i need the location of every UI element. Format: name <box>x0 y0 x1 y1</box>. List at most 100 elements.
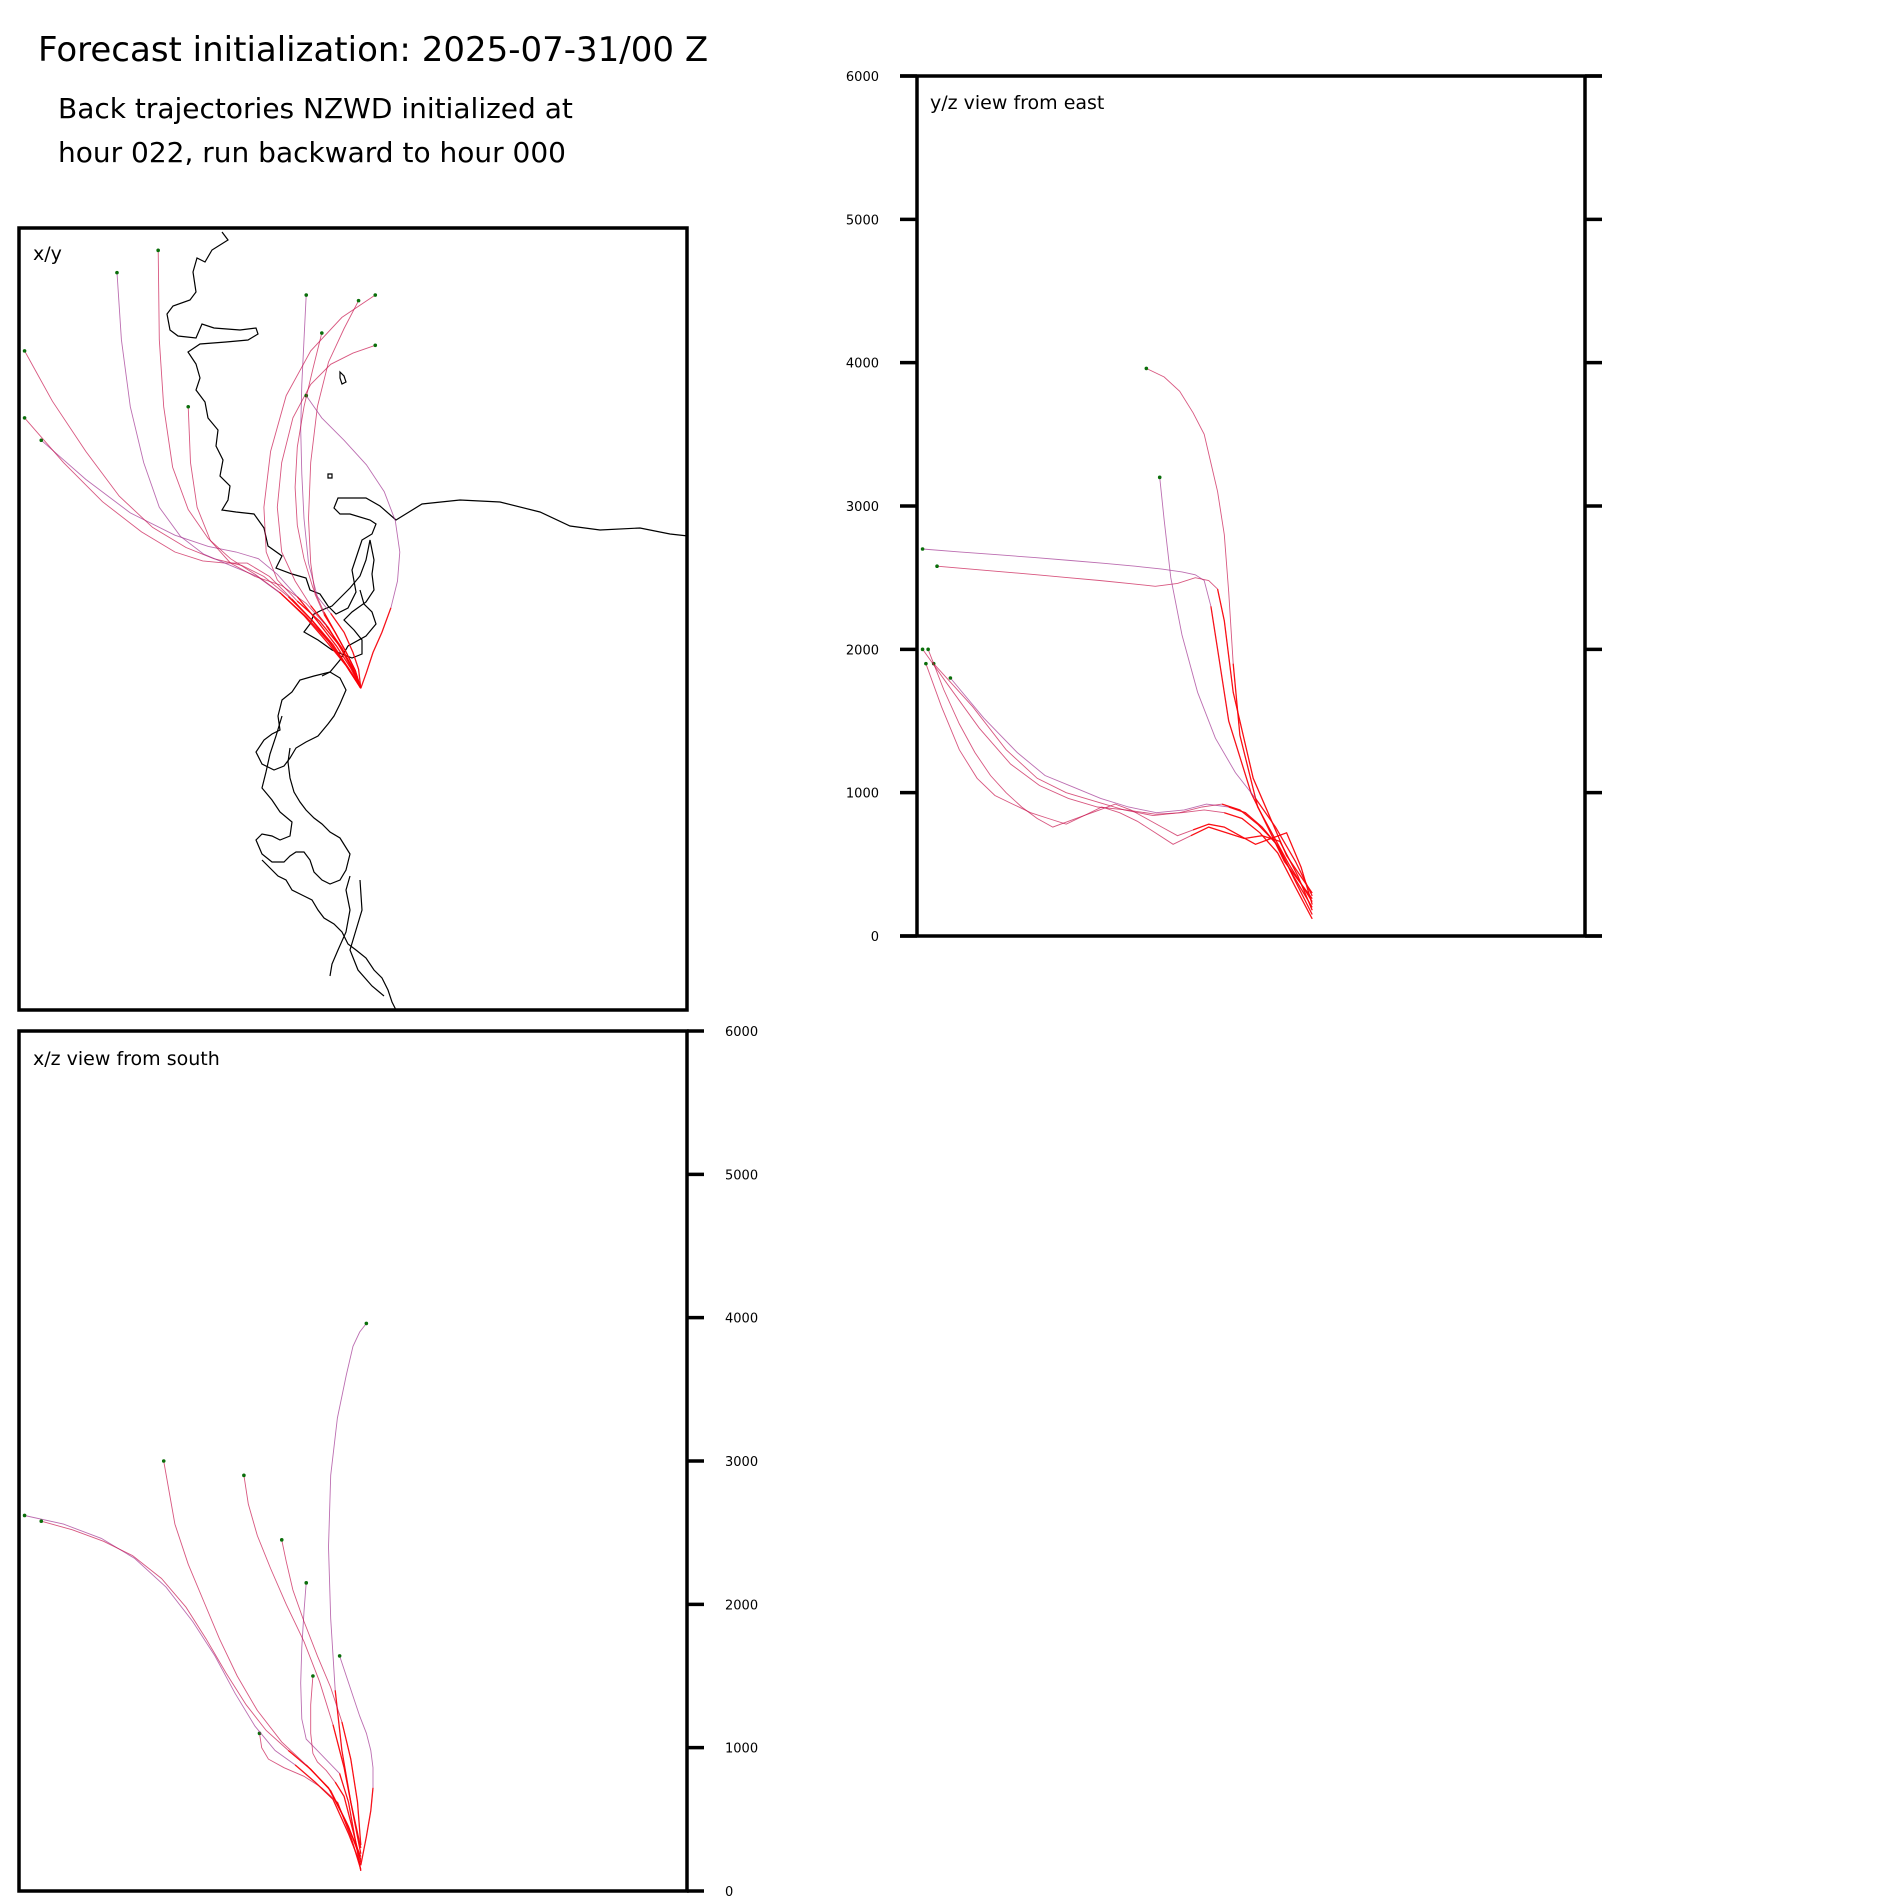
yz-trajectory-2 <box>922 649 1313 920</box>
xz-panel-frame <box>17 1029 689 1893</box>
xz-trajectory-4-endpoint-marker <box>39 1519 44 1523</box>
yz-trajectory-0 <box>950 677 1313 915</box>
chart-subtitle-line-1: Back trajectories NZWD initialized at <box>58 92 573 125</box>
xz-trajectory-4-recent-segment <box>287 1750 362 1860</box>
yz-panel: 0 1000 2000 3000 4000 5000 6000 y/z view from … <box>846 70 1602 945</box>
yz-y-axis-ticks: 0 1000 2000 3000 4000 5000 6000 <box>846 70 1602 945</box>
xy-panel-label: x/y <box>33 243 62 265</box>
yz-trajectory-0-endpoint-marker <box>948 676 953 680</box>
yz-trajectories <box>920 366 1313 920</box>
coastline-main <box>166 231 689 615</box>
coastline-islet-1 <box>339 370 347 385</box>
yz-trajectory-8-endpoint-marker <box>926 647 930 652</box>
xy-trajectory-5-endpoint-marker <box>22 349 27 353</box>
chart-subtitle-line-2: hour 022, run backward to hour 000 <box>58 136 566 169</box>
yz-trajectory-1-recent-segment <box>1221 803 1313 908</box>
coastline-south-tip <box>349 879 385 997</box>
xz-trajectory-7-recent-segment <box>332 1724 362 1854</box>
xy-trajectory-8-endpoint-marker <box>373 343 378 348</box>
xy-trajectory-3 <box>41 439 362 689</box>
xz-y-tick-label-3000: 3000 <box>725 1455 758 1470</box>
yz-trajectory-7-endpoint-marker <box>924 661 928 666</box>
yz-y-tick-label-4000: 4000 <box>846 357 879 372</box>
chart-title: Forecast initialization: 2025-07-31/00 Z <box>38 30 709 70</box>
xy-trajectory-1-endpoint-marker <box>356 298 361 303</box>
xz-trajectory-8-recent-segment <box>341 1721 362 1846</box>
xz-y-axis-ticks: 0 1000 2000 3000 4000 5000 6000 <box>687 1025 758 1900</box>
xy-trajectory-0-recent-segment <box>330 613 362 689</box>
xz-trajectory-5-endpoint-marker <box>161 1459 166 1463</box>
xz-y-tick-label-0: 0 <box>725 1885 733 1900</box>
xz-y-tick-label-2000: 2000 <box>725 1598 758 1613</box>
yz-trajectory-5 <box>1146 367 1313 902</box>
yz-trajectory-3-endpoint-marker <box>920 547 925 551</box>
xy-trajectory-11-endpoint-marker <box>320 331 324 335</box>
yz-y-tick-label-1000: 1000 <box>846 787 879 802</box>
xz-trajectory-3-recent-segment <box>294 1764 362 1866</box>
xy-trajectory-7-endpoint-marker <box>156 248 160 253</box>
xy-trajectory-9-recent-segment <box>360 607 392 689</box>
xy-trajectory-4-endpoint-marker <box>22 416 27 420</box>
xy-trajectory-3-recent-segment <box>296 596 362 689</box>
coastline-islet-2 <box>327 473 333 479</box>
yz-y-tick-label-3000: 3000 <box>846 500 879 515</box>
yz-trajectory-8 <box>927 649 1313 905</box>
yz-y-tick-label-6000: 6000 <box>846 70 879 85</box>
yz-trajectory-7 <box>925 663 1313 911</box>
xz-trajectory-7 <box>243 1475 362 1854</box>
yz-panel-label: y/z view from east <box>930 92 1104 114</box>
xy-trajectory-11-recent-segment <box>323 611 362 689</box>
xy-trajectory-10-endpoint-marker <box>186 404 191 409</box>
yz-trajectory-7-recent-segment <box>1190 826 1313 911</box>
xy-panel: x/y <box>17 226 689 1012</box>
yz-trajectory-8-recent-segment <box>1192 823 1313 905</box>
xz-y-tick-label-1000: 1000 <box>725 1742 758 1757</box>
xz-trajectory-0-recent-segment <box>338 1773 362 1872</box>
xz-trajectory-8-endpoint-marker <box>279 1538 284 1542</box>
xz-trajectory-6-endpoint-marker <box>364 1321 369 1326</box>
xz-panel-label: x/z view from south <box>33 1048 220 1070</box>
yz-y-tick-label-0: 0 <box>871 930 879 945</box>
xz-y-tick-label-5000: 5000 <box>725 1168 758 1183</box>
yz-trajectory-3 <box>922 548 1313 899</box>
yz-trajectory-2-recent-segment <box>1224 812 1313 920</box>
coastline-lagoon <box>261 859 397 1011</box>
yz-y-tick-label-5000: 5000 <box>846 213 879 228</box>
xz-y-tick-label-6000: 6000 <box>725 1025 758 1040</box>
yz-trajectory-1 <box>933 663 1313 908</box>
xy-trajectory-0-endpoint-marker <box>304 293 309 297</box>
xz-trajectory-3-endpoint-marker <box>22 1513 27 1518</box>
xz-trajectory-9-recent-segment <box>360 1787 374 1866</box>
xz-trajectory-5-recent-segment <box>305 1764 362 1857</box>
xz-trajectory-6 <box>328 1323 367 1849</box>
yz-trajectory-2-endpoint-marker <box>920 647 925 652</box>
xy-coastline <box>166 231 689 1011</box>
xy-trajectories <box>22 248 401 689</box>
xz-trajectory-4 <box>41 1520 362 1860</box>
xz-panel: 0 1000 2000 3000 4000 5000 6000 x/z view from … <box>17 1025 758 1900</box>
yz-trajectory-6-endpoint-marker <box>1157 475 1162 480</box>
xy-panel-frame <box>17 226 689 1012</box>
xy-trajectory-10-recent-segment <box>325 625 362 689</box>
xz-trajectory-8 <box>281 1539 362 1846</box>
xz-trajectory-3 <box>24 1515 362 1866</box>
xz-trajectory-9-endpoint-marker <box>337 1654 342 1658</box>
xz-trajectory-7-endpoint-marker <box>242 1473 246 1478</box>
yz-trajectory-3-recent-segment <box>1210 606 1313 900</box>
yz-trajectory-5-endpoint-marker <box>1144 366 1149 371</box>
xy-trajectory-7-recent-segment <box>279 591 362 689</box>
yz-trajectory-5-recent-segment <box>1232 663 1313 902</box>
yz-trajectory-0-recent-segment <box>1228 806 1313 915</box>
xy-trajectory-2-endpoint-marker <box>373 293 378 297</box>
yz-y-tick-label-2000: 2000 <box>846 643 879 658</box>
xz-y-tick-label-4000: 4000 <box>725 1312 758 1327</box>
coastline-southeast <box>329 875 351 977</box>
xy-trajectory-9 <box>305 395 401 689</box>
yz-trajectory-4-endpoint-marker <box>935 564 939 568</box>
xz-trajectories <box>22 1321 374 1872</box>
xy-trajectory-6-endpoint-marker <box>115 270 119 275</box>
coastline-southwest <box>255 715 351 885</box>
xz-trajectory-0-endpoint-marker <box>304 1581 309 1585</box>
xy-trajectory-3-endpoint-marker <box>39 438 44 443</box>
